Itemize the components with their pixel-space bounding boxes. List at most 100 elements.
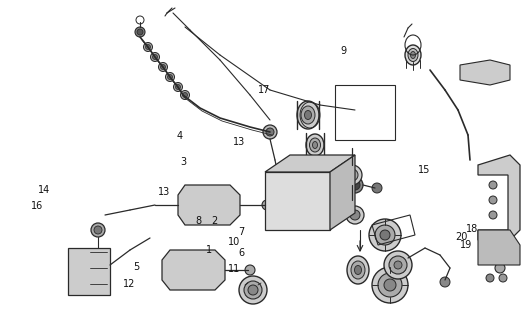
Circle shape [489,211,497,219]
Text: 1: 1 [206,244,213,255]
Circle shape [160,65,166,69]
Circle shape [489,196,497,204]
Circle shape [346,169,358,181]
Circle shape [198,265,208,275]
Circle shape [480,65,486,71]
Polygon shape [330,155,355,230]
Ellipse shape [351,261,365,279]
Text: 6: 6 [238,248,244,258]
Text: 2: 2 [212,216,218,226]
Circle shape [183,92,187,98]
Polygon shape [162,250,225,290]
Circle shape [94,226,102,234]
Circle shape [369,219,401,251]
Circle shape [491,72,497,78]
Circle shape [389,256,407,274]
Circle shape [375,225,395,245]
Polygon shape [460,60,510,85]
Circle shape [304,194,316,206]
Circle shape [150,52,160,61]
Ellipse shape [301,106,315,124]
Circle shape [262,200,272,210]
Text: 17: 17 [258,84,271,95]
Circle shape [372,267,408,303]
Polygon shape [478,155,520,240]
Text: 9: 9 [341,46,347,56]
Circle shape [266,128,274,136]
Text: 3: 3 [180,156,186,167]
Circle shape [213,200,223,210]
Ellipse shape [309,138,321,152]
Text: 13: 13 [158,187,170,197]
Polygon shape [265,155,355,172]
Circle shape [300,190,320,210]
Circle shape [346,206,364,224]
Text: 20: 20 [455,232,467,242]
Circle shape [380,230,390,240]
Circle shape [440,277,450,287]
Circle shape [166,73,175,82]
Circle shape [180,91,189,100]
Ellipse shape [347,256,369,284]
Ellipse shape [405,45,421,65]
Circle shape [265,127,275,137]
Ellipse shape [411,52,415,59]
Ellipse shape [306,134,324,156]
Circle shape [137,29,143,35]
Bar [72,252,88,264]
Circle shape [486,274,494,282]
Bar [72,268,88,280]
Text: 4: 4 [177,131,183,141]
Circle shape [248,285,258,295]
Text: 11: 11 [227,264,240,274]
Text: 19: 19 [460,240,472,250]
Ellipse shape [313,141,317,148]
Text: 14: 14 [38,185,50,196]
Circle shape [394,261,402,269]
Ellipse shape [408,49,418,61]
Circle shape [245,265,255,275]
Polygon shape [478,230,520,265]
Text: 18: 18 [466,224,478,234]
Circle shape [145,44,150,50]
Circle shape [350,180,360,190]
Circle shape [91,223,105,237]
Polygon shape [178,185,240,225]
Circle shape [469,72,475,78]
Circle shape [469,67,475,73]
Circle shape [159,62,168,71]
Circle shape [480,70,486,76]
Circle shape [267,129,273,135]
Circle shape [491,67,497,73]
Circle shape [168,75,172,79]
Circle shape [174,83,183,92]
Ellipse shape [308,158,322,166]
Text: 10: 10 [227,236,240,247]
Bar [335,85,395,140]
Text: 7: 7 [238,227,244,237]
Circle shape [384,251,412,279]
Circle shape [489,181,497,189]
Circle shape [378,273,402,297]
Bar [72,284,88,292]
Circle shape [152,54,158,60]
Circle shape [239,276,267,304]
Circle shape [180,265,190,275]
Circle shape [195,200,205,210]
Circle shape [347,177,363,193]
Circle shape [384,279,396,291]
Circle shape [372,183,382,193]
Text: 13: 13 [233,137,245,148]
Circle shape [495,263,505,273]
Circle shape [350,210,360,220]
Polygon shape [265,172,330,230]
Circle shape [143,43,152,52]
Circle shape [176,84,180,90]
Ellipse shape [354,266,361,275]
Text: 8: 8 [195,216,201,226]
Text: 16: 16 [31,201,43,212]
Circle shape [135,27,145,37]
Ellipse shape [297,101,319,129]
Circle shape [342,165,362,185]
Text: 12: 12 [123,279,136,289]
